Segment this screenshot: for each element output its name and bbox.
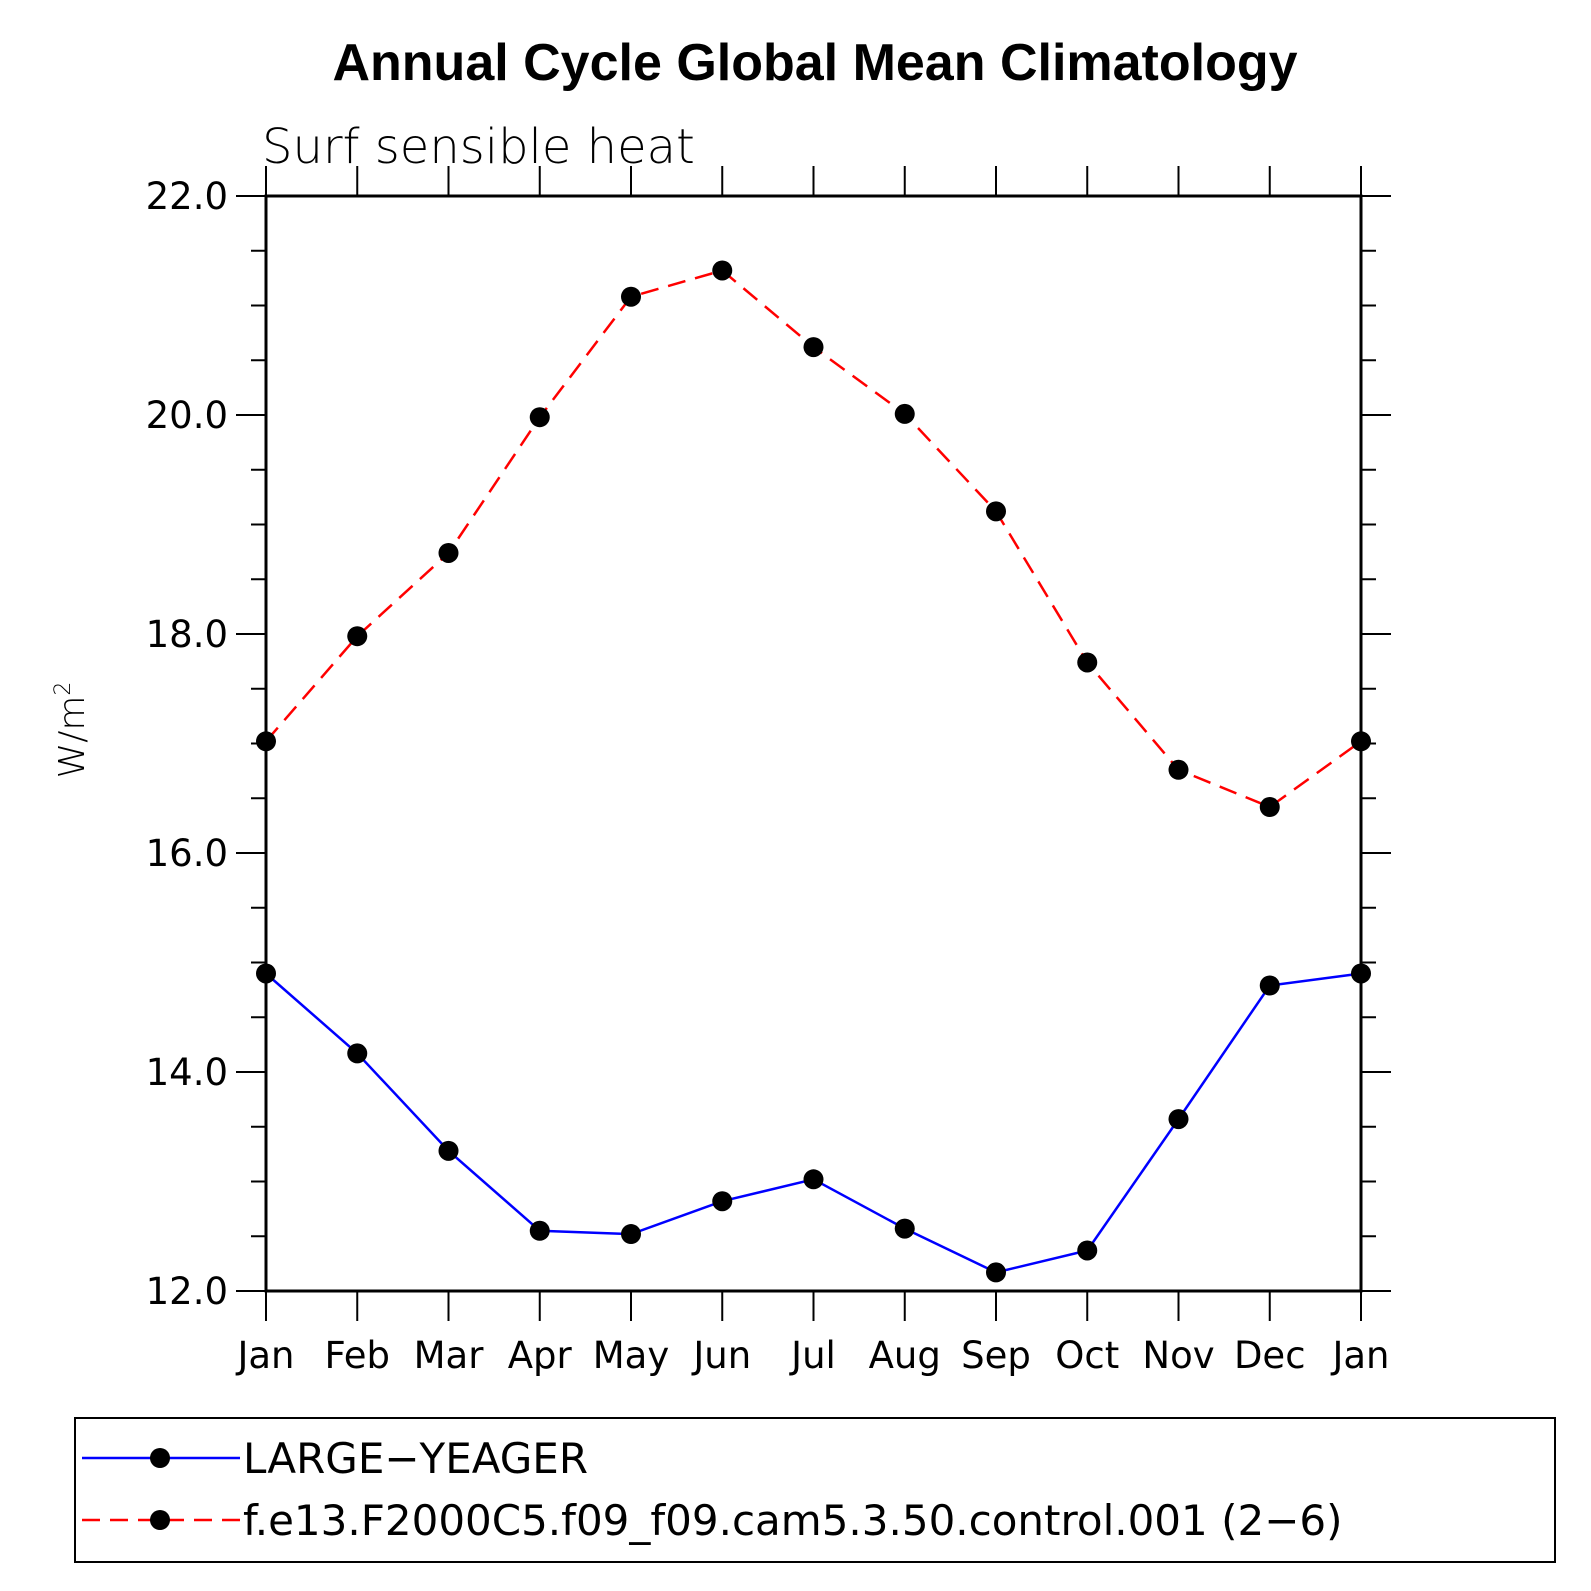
series-1-point [803,1169,824,1190]
x-tick-label: Mar [414,1334,485,1377]
series-1-point [1077,1240,1098,1261]
x-tick-label: Jun [691,1334,751,1377]
x-tick-label: Jul [789,1334,836,1377]
series-1-point [1168,1109,1189,1130]
legend-marker-1 [150,1448,170,1468]
series-2-point [621,286,641,307]
series-1-point [1259,975,1280,996]
y-tick-label: 12.0 [146,1270,228,1313]
series-2-point [256,731,276,752]
series-1-point [529,1220,550,1241]
y-tick-label: 16.0 [146,832,228,875]
x-tick-label: Feb [324,1334,390,1377]
series-2-point [347,626,368,647]
series-2-point [529,407,550,428]
y-tick-labels: 12.0 14.0 16.0 18.0 20.0 22.0 [146,175,228,1313]
series-1-point [621,1224,641,1245]
series-1-point [438,1140,459,1161]
x-tick-label: May [593,1334,670,1377]
series-2-point [894,403,915,424]
x-tick-label: Oct [1055,1334,1119,1377]
y-tick-label: 20.0 [146,394,228,437]
x-tick-labels: Jan Feb Mar Apr May Jun Jul Aug Sep Oct Nov Dec Jan [235,1334,1389,1377]
x-tick-label: Aug [869,1334,941,1377]
legend-box [74,1417,1556,1563]
series-2-point [438,542,459,563]
y-tick-label: 14.0 [146,1051,228,1094]
legend-label-2: f.e13.F2000C5.f09_f09.cam5.3.50.control.… [243,1496,1343,1545]
y-tick-label: 18.0 [146,613,228,656]
x-tick-label: Jan [1330,1334,1389,1377]
x-tick-label: Apr [508,1334,573,1377]
series-2-point [986,501,1006,522]
series-1-point [1351,963,1371,984]
series-1-point [894,1218,915,1239]
series-2-point [1077,652,1098,673]
series-2-point [1168,759,1189,780]
series-2-point [712,260,733,281]
series-1-point [712,1191,733,1212]
series-2-point [1351,731,1371,752]
series-2-point [1259,797,1280,818]
x-tick-label: Jan [235,1334,294,1377]
series-layer [256,260,1371,1283]
y-axis-label: W/m2 [51,682,93,779]
series-2-point [803,337,824,358]
series-line-1 [265,972,1362,1274]
chart-title: Annual Cycle Global Mean Climatology [332,34,1297,92]
legend: LARGE−YEAGER f.e13.F2000C5.f09_f09.cam5.3… [82,1434,1343,1545]
x-tick-label: Sep [961,1334,1031,1377]
series-1-point [986,1262,1006,1283]
series-1-point [347,1043,368,1064]
plot-frame [264,194,1363,1293]
y-tick-label: 22.0 [146,175,228,218]
legend-marker-2 [150,1510,170,1530]
series-1-point [256,963,276,984]
chart-subtitle: Surf sensible heat [262,119,695,175]
legend-label-1: LARGE−YEAGER [243,1434,588,1483]
x-tick-label: Dec [1234,1334,1306,1377]
axis-ticks [236,166,1391,1321]
y-axis-label-superscript: 2 [51,682,76,696]
y-axis-label-unit: W/m [52,696,93,779]
x-tick-label: Nov [1142,1334,1214,1377]
